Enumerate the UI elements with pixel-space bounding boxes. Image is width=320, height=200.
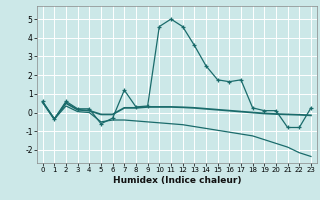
X-axis label: Humidex (Indice chaleur): Humidex (Indice chaleur) [113,176,241,185]
